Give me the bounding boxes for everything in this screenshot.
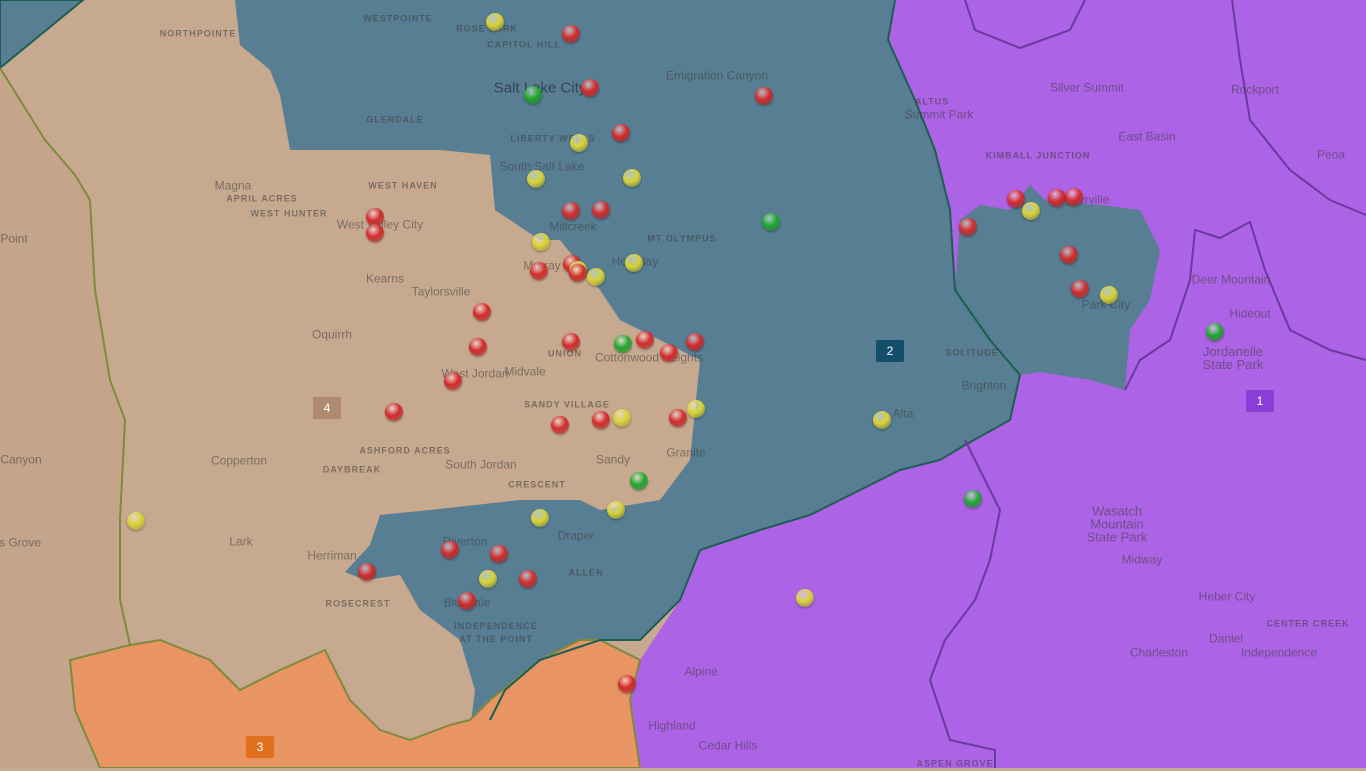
green-marker[interactable] [630, 472, 648, 490]
yellow-marker[interactable] [1022, 202, 1040, 220]
red-marker[interactable] [366, 208, 384, 226]
green-marker[interactable] [1206, 323, 1224, 341]
red-marker[interactable] [569, 264, 587, 282]
red-marker[interactable] [473, 303, 491, 321]
region-1-internal-boundary [1124, 220, 1366, 391]
red-marker[interactable] [959, 218, 977, 236]
cluster-badge-4[interactable]: 4 [313, 397, 341, 419]
yellow-marker[interactable] [587, 268, 605, 286]
yellow-marker[interactable] [532, 233, 550, 251]
region-1-internal-boundary [1231, 0, 1366, 216]
red-marker[interactable] [686, 333, 704, 351]
region-3-area[interactable] [68, 638, 642, 768]
red-marker[interactable] [618, 675, 636, 693]
red-marker[interactable] [358, 563, 376, 581]
yellow-marker[interactable] [570, 134, 588, 152]
red-marker[interactable] [1065, 188, 1083, 206]
red-marker[interactable] [366, 224, 384, 242]
red-marker[interactable] [660, 344, 678, 362]
yellow-marker[interactable] [607, 501, 625, 519]
yellow-marker[interactable] [873, 411, 891, 429]
yellow-marker[interactable] [687, 400, 705, 418]
green-marker[interactable] [964, 490, 982, 508]
red-marker[interactable] [490, 545, 508, 563]
red-marker[interactable] [385, 403, 403, 421]
red-marker[interactable] [636, 331, 654, 349]
red-marker[interactable] [444, 372, 462, 390]
red-marker[interactable] [562, 202, 580, 220]
region-4-boundary [0, 67, 131, 646]
cluster-badge-3[interactable]: 3 [246, 736, 274, 758]
west-area [0, 68, 130, 768]
yellow-marker[interactable] [625, 254, 643, 272]
red-marker[interactable] [1071, 280, 1089, 298]
green-marker[interactable] [614, 335, 632, 353]
yellow-marker[interactable] [527, 170, 545, 188]
yellow-marker[interactable] [613, 409, 631, 427]
yellow-marker[interactable] [623, 169, 641, 187]
red-marker[interactable] [1048, 189, 1066, 207]
red-marker[interactable] [755, 87, 773, 105]
green-marker[interactable] [762, 213, 780, 231]
red-marker[interactable] [562, 25, 580, 43]
red-marker[interactable] [581, 79, 599, 97]
region-2-corner[interactable] [0, 0, 85, 70]
red-marker[interactable] [562, 333, 580, 351]
red-marker[interactable] [530, 262, 548, 280]
red-marker[interactable] [469, 338, 487, 356]
red-marker[interactable] [519, 570, 537, 588]
red-marker[interactable] [441, 541, 459, 559]
yellow-marker[interactable] [127, 512, 145, 530]
region-2-area[interactable] [235, 0, 1020, 730]
red-marker[interactable] [1060, 246, 1078, 264]
yellow-marker[interactable] [479, 570, 497, 588]
red-marker[interactable] [592, 201, 610, 219]
region-1-internal-boundary [964, 0, 1086, 50]
yellow-marker[interactable] [796, 589, 814, 607]
region-1-area[interactable] [630, 0, 1366, 768]
yellow-marker[interactable] [486, 13, 504, 31]
red-marker[interactable] [612, 124, 630, 142]
red-marker[interactable] [592, 411, 610, 429]
green-marker[interactable] [524, 86, 542, 104]
region-2-boundary [489, 0, 1022, 721]
region-2-park-city-area[interactable] [955, 185, 1160, 390]
cluster-badge-1[interactable]: 1 [1246, 390, 1274, 412]
red-marker[interactable] [1007, 190, 1025, 208]
yellow-marker[interactable] [531, 509, 549, 527]
red-marker[interactable] [551, 416, 569, 434]
red-marker[interactable] [669, 409, 687, 427]
region-1-internal-boundary [928, 439, 1002, 768]
yellow-marker[interactable] [1100, 286, 1118, 304]
cluster-badge-2[interactable]: 2 [876, 340, 904, 362]
red-marker[interactable] [458, 592, 476, 610]
